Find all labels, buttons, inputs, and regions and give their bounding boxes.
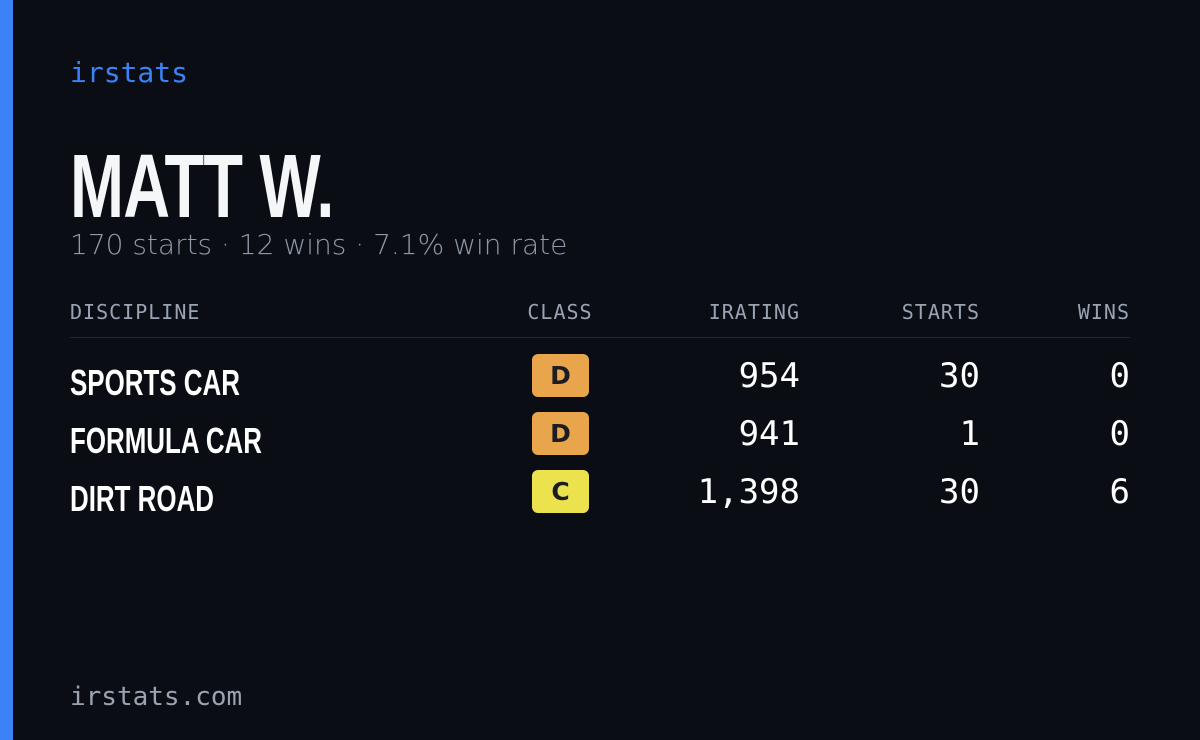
wins: 6 [1109,472,1130,512]
header-rule [70,337,1130,338]
wins: 0 [1109,414,1130,454]
irating: 941 [738,414,800,454]
irating: 1,398 [697,472,800,512]
discipline: FORMULA CAR [70,420,262,461]
brand: irstats [70,56,189,89]
summary: 170 starts · 12 wins · 7.1% win rate [70,228,568,261]
column-header: WINS [1077,300,1130,324]
class-badge: C [532,470,589,513]
column-header: IRATING [708,300,800,324]
class-badge: D [532,412,589,455]
irating: 954 [738,356,800,396]
starts: 30 [939,356,980,396]
starts: 1 [959,414,980,454]
class-badge: D [532,354,589,397]
discipline: SPORTS CAR [70,362,240,403]
column-header: CLASS [527,300,593,324]
discipline: DIRT ROAD [70,478,214,519]
driver-name: MATT W. [70,137,334,237]
starts: 30 [939,472,980,512]
column-header: DISCIPLINE [70,300,201,324]
column-header: STARTS [901,300,980,324]
wins: 0 [1109,356,1130,396]
footer: irstats.com [70,682,243,712]
accent-bar [0,0,13,740]
